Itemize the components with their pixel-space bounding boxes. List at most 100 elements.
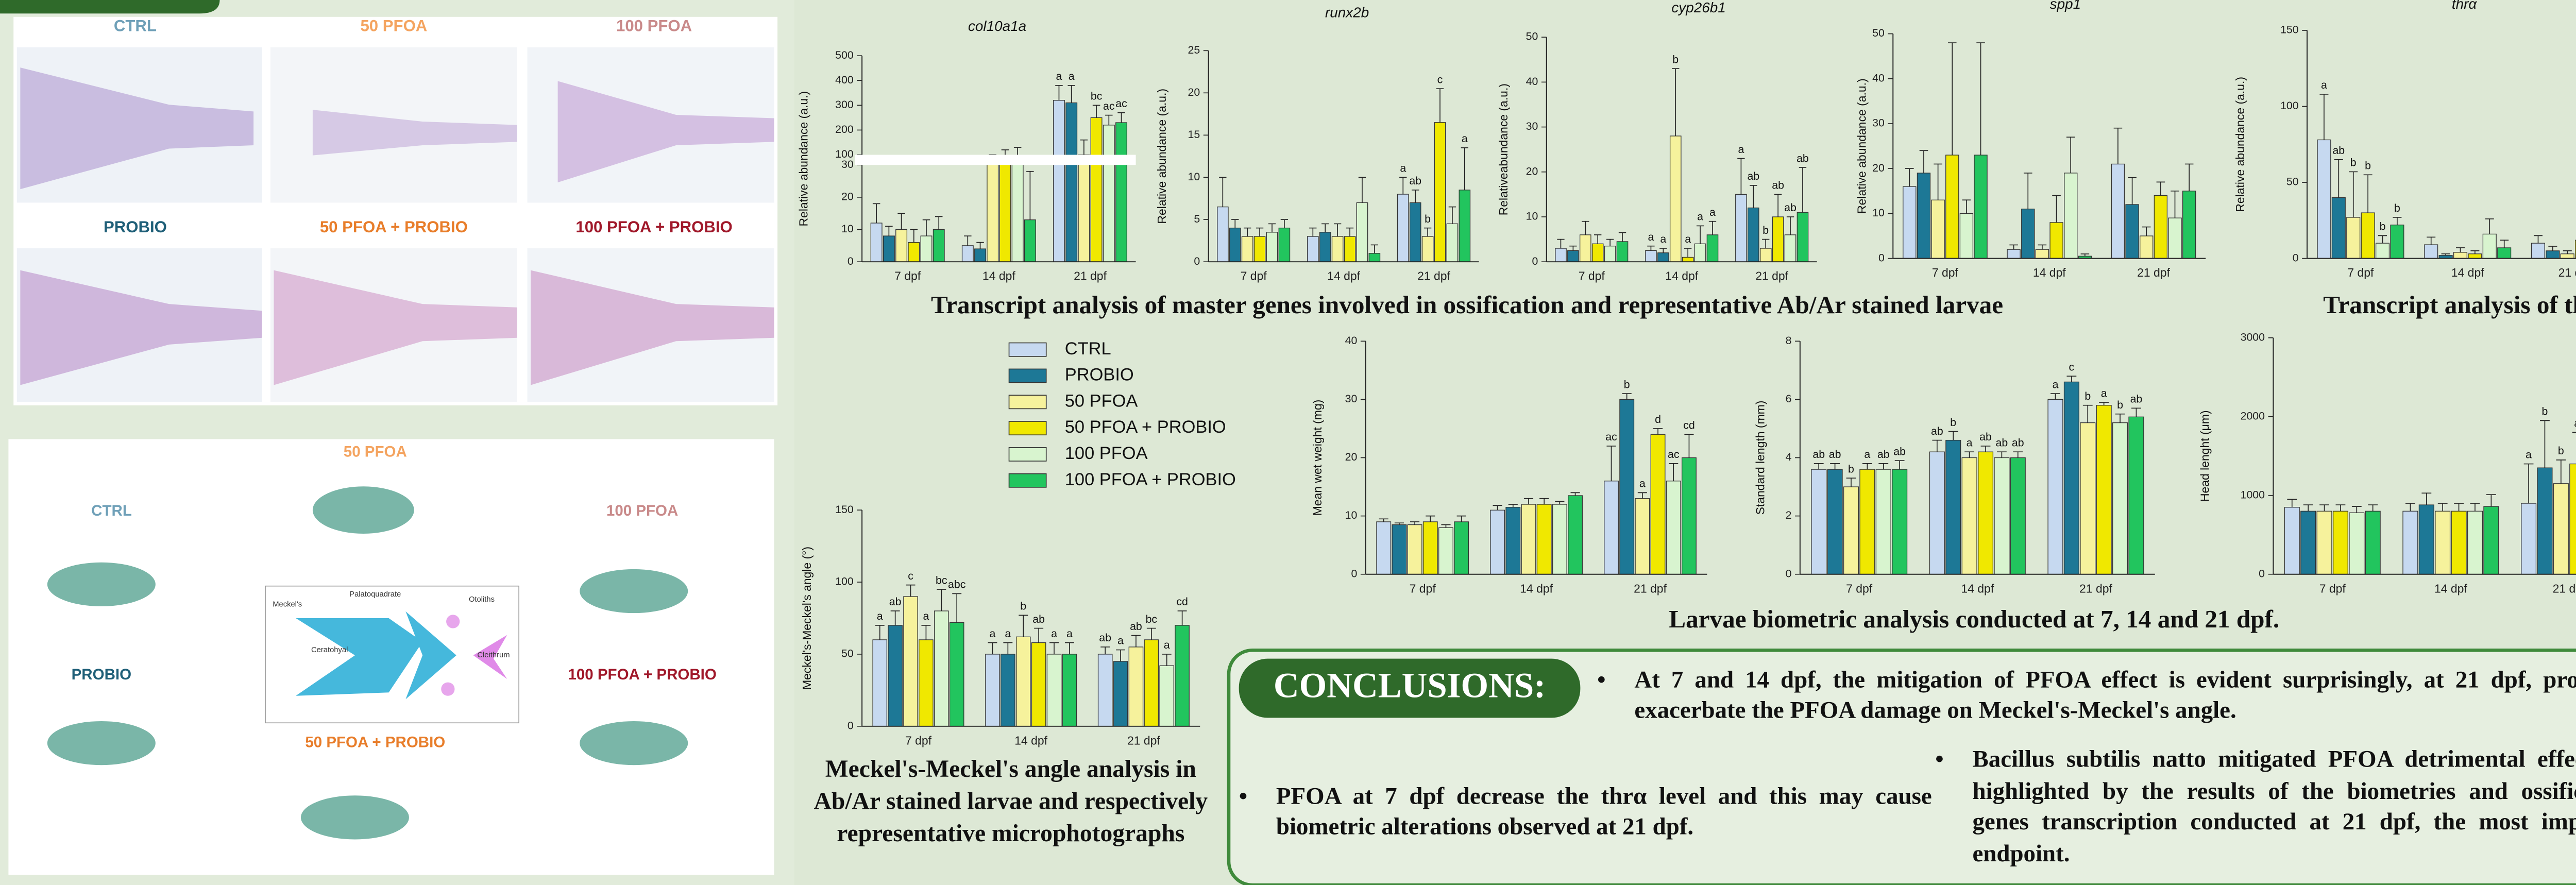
x-tick-label: 21 dpf [1074,269,1107,283]
caption: Transcript analysis of thrα [2323,291,2576,319]
photo-label: 50 PFOA [344,443,407,460]
bar [1062,654,1076,726]
significance-letter: a [2574,417,2576,430]
bar [1454,522,1469,574]
bar [1398,194,1409,262]
significance-letter: b [1425,213,1431,225]
legend-swatch [1009,369,1046,382]
bar [1279,228,1290,262]
bar [2483,234,2496,258]
bar [2301,511,2316,574]
x-tick-label: 21 dpf [1634,582,1667,595]
bar [1917,173,1930,259]
bar [2050,223,2063,259]
bar [1707,235,1718,262]
bar [1078,155,1090,262]
significance-letter: a [2053,378,2059,390]
y-tick-label: 0 [1786,567,1792,580]
x-tick-label: 7 dpf [1579,269,1605,283]
x-tick-label: 14 dpf [2451,266,2484,279]
chart-title: thrα [2452,0,2478,12]
significance-letter: ab [1099,632,1111,644]
significance-letter: a [1697,211,1703,223]
bar [2332,198,2345,259]
bar [2454,252,2467,259]
larva-head [47,563,156,606]
bar [1797,212,1808,262]
significance-letter: ab [1979,431,1992,443]
significance-letter: c [2069,361,2075,373]
legend-label: 100 PFOA [1065,444,1148,463]
bar [2498,248,2511,259]
y-tick-label: 10 [1872,207,1885,219]
y-tick-label: 100 [2280,99,2299,112]
bar [2126,205,2139,259]
y-tick-label: 200 [835,123,854,135]
bar [1946,155,1959,259]
significance-letter: ab [1877,448,1890,461]
significance-letter: ac [1668,448,1680,461]
legend-swatch [1009,474,1046,487]
bar [2333,511,2348,574]
bar [1047,654,1061,726]
bar [1160,666,1174,726]
x-tick-label: 7 dpf [905,734,932,747]
y-tick-label: 1000 [2241,488,2265,501]
legend-swatch [1009,395,1046,409]
bar [2553,484,2568,574]
significance-letter: a [1709,206,1716,218]
y-axis-label: Relative abundance (a.u.) [1855,78,1868,214]
bar [1736,194,1747,262]
significance-letter: ab [1032,613,1045,625]
bar [2391,225,2404,259]
bar [873,640,887,726]
diagram-label: Otoliths [469,595,495,604]
bar [2140,236,2153,259]
otolith [446,615,460,628]
y-tick-label: 50 [1526,30,1538,43]
bar [1635,499,1650,574]
y-tick-label: 5 [1194,213,1200,225]
x-tick-label: 14 dpf [2033,266,2066,279]
legend-swatch [1009,448,1046,461]
photo-label: CTRL [114,17,157,35]
bar [2064,382,2079,574]
significance-letter: ab [2130,393,2143,405]
bar [1439,527,1453,574]
x-tick-label: 21 dpf [2558,266,2576,279]
bar [919,640,933,726]
bar [1892,469,1907,574]
y-tick-label: 6 [1786,393,1792,405]
x-tick-label: 7 dpf [1410,582,1436,595]
x-tick-label: 7 dpf [1932,266,1959,279]
y-axis-label: Relativeabundance (a.u.) [1497,83,1510,215]
bar [2183,191,2196,259]
bar [1694,244,1705,262]
bar [1521,504,1536,574]
significance-letter: c [908,570,913,582]
bar [2521,503,2536,574]
legend-swatch [1009,421,1046,435]
bar [2080,423,2095,574]
bar [1592,244,1603,262]
y-tick-label: 2000 [2241,410,2265,422]
bar [1974,155,1987,259]
bar [1066,103,1077,262]
bar [2376,243,2389,259]
significance-letter: b [2350,157,2357,169]
bar [1230,228,1241,262]
bar [2111,164,2124,258]
bar [986,654,999,726]
bar [2468,254,2482,259]
bar [2347,217,2360,259]
significance-letter: a [1005,627,1011,640]
significance-letter: b [1624,378,1630,390]
bar [2317,140,2331,258]
significance-letter: bc [1146,613,1158,625]
bar [1978,452,1993,574]
x-tick-label: 14 dpf [2434,582,2467,595]
chart-title: col10a1a [968,18,1026,34]
bar [999,160,1011,262]
bar [1960,213,1973,258]
significance-letter: ab [1797,152,1809,164]
